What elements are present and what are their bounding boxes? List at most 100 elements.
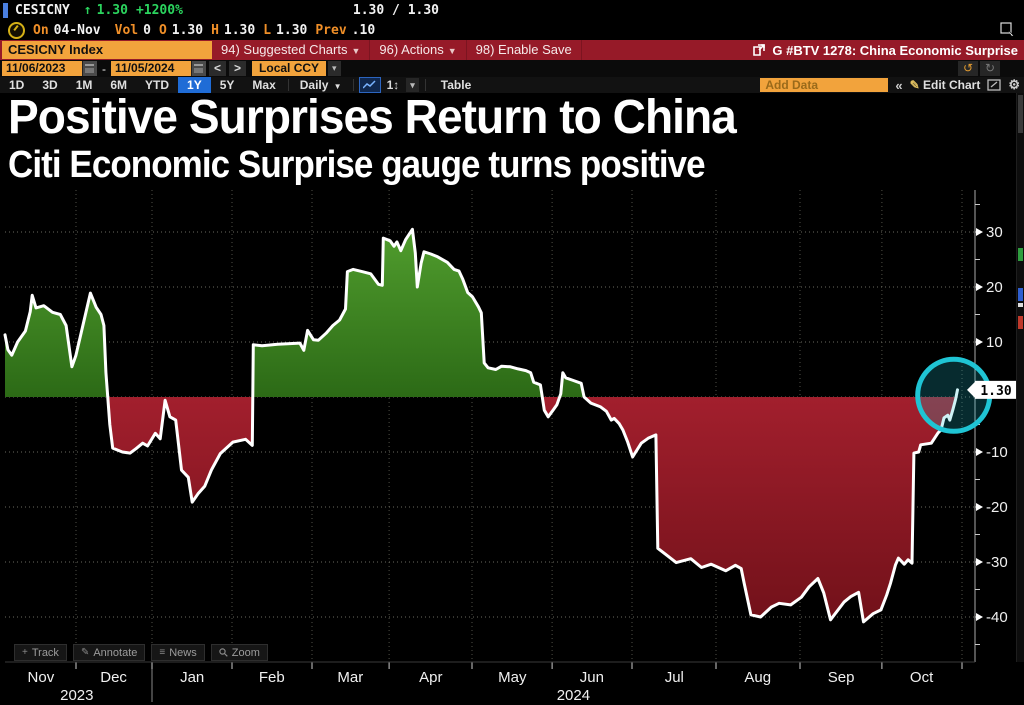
chevron-down-icon[interactable]: ▾ [406,78,419,92]
panel-edge-strip[interactable] [1016,93,1024,662]
start-date-input[interactable] [2,61,82,76]
edit-chart-button[interactable]: ✎ Edit Chart [909,78,981,92]
prev-range-button[interactable]: < [209,61,227,76]
add-data-input[interactable] [760,78,889,92]
chart-headline: Positive Surprises Return to China [8,91,737,144]
open-value: 1.30 [171,23,204,38]
svg-text:May: May [498,669,527,686]
gauge-icon [8,22,25,39]
redo-button[interactable]: ↻ [980,61,1000,76]
edge-marker-red [1018,316,1023,329]
gear-icon[interactable]: ⚙ [1008,77,1020,92]
vol-label: Vol [114,23,139,38]
period-3d[interactable]: 3D [42,78,58,92]
menu-suggested-charts[interactable]: 94) Suggested Charts ▼ [212,40,371,60]
calendar-icon[interactable] [191,61,206,76]
up-arrow-icon: ↑ [83,3,92,18]
svg-text:-10: -10 [986,444,1008,461]
mouse-cursor-icon [1000,22,1015,38]
chevron-down-icon: ▼ [331,82,342,91]
change-percent: +1200% [135,3,183,18]
svg-text:2024: 2024 [557,687,590,704]
chart-subheadline: Citi Economic Surprise gauge turns posit… [8,144,706,186]
currency-select[interactable]: Local CCY [252,61,327,76]
collapse-button[interactable]: « [895,77,903,93]
menu-actions[interactable]: 96) Actions ▼ [370,40,467,60]
chevron-down-icon: ▼ [447,46,457,56]
prev-value: .10 [351,23,376,38]
prev-label: Prev [315,23,347,38]
menu-enable-save[interactable]: 98) Enable Save [467,40,582,60]
news-button[interactable]: ≡ News [151,644,205,661]
undo-button[interactable]: ↺ [958,61,978,76]
period-5y[interactable]: 5Y [219,78,235,92]
chevron-down-icon[interactable]: ▾ [328,61,341,76]
period-1y-selected[interactable]: 1Y [178,77,211,93]
calendar-icon[interactable] [82,61,97,76]
period-1m[interactable]: 1M [75,78,93,92]
on-label: On [33,23,49,38]
svg-text:Jul: Jul [665,669,684,686]
chart-plot[interactable]: 30 20 10 -10 -20 -30 -40 Nov Dec Jan Feb Mar Apr May J… [0,190,1024,705]
vol-value: 0 [143,23,151,38]
scroll-thumb[interactable] [1018,95,1023,133]
divider [352,79,354,91]
divider [287,79,289,91]
svg-text:Mar: Mar [337,669,363,686]
range-separator: - [102,61,106,76]
pencil-icon: ✎ [909,78,920,92]
svg-text:-40: -40 [986,609,1008,626]
frequency-select[interactable]: Daily ▼ [299,78,342,92]
svg-text:Jun: Jun [580,669,604,686]
svg-text:-30: -30 [986,554,1008,571]
svg-text:30: 30 [986,224,1003,241]
pencil-icon: ✎ [80,647,90,658]
svg-text:1.30: 1.30 [980,384,1011,399]
line-chart-type-icon[interactable] [358,77,381,93]
high-label: H [211,23,219,38]
ticker[interactable]: CESICNY [15,3,70,18]
edit-panel-icon[interactable] [987,79,1001,91]
session-date: 04-Nov [53,23,101,38]
crosshair-icon: + [22,647,28,658]
edge-marker-green [1018,248,1023,261]
end-date-input[interactable] [111,61,191,76]
period-max[interactable]: Max [252,78,276,92]
low-label: L [263,23,272,38]
svg-text:Dec: Dec [100,669,127,686]
period-ytd[interactable]: YTD [145,78,170,92]
last-price: 1.30 [96,3,128,18]
period-6m[interactable]: 6M [110,78,128,92]
low-value: 1.30 [276,23,308,38]
edge-marker-blue [1018,288,1023,301]
security-field[interactable]: CESICNY Index [2,41,212,59]
chart-reference: G #BTV 1278: China Economic Surprise [772,42,1018,58]
next-range-button[interactable]: > [229,61,247,76]
magnifier-icon [219,648,228,657]
svg-text:Feb: Feb [259,669,285,686]
zoom-button[interactable]: Zoom [210,644,268,661]
svg-text:Apr: Apr [419,669,442,686]
svg-text:2023: 2023 [60,687,93,704]
svg-text:Nov: Nov [28,669,55,686]
high-value: 1.30 [223,23,256,38]
open-label: O [158,23,167,38]
axis-count-toggle[interactable]: 1↕ [386,78,400,92]
svg-text:-20: -20 [986,499,1008,516]
svg-text:20: 20 [986,279,1003,296]
export-icon[interactable] [752,43,766,57]
svg-text:Jan: Jan [180,669,204,686]
svg-text:Aug: Aug [744,669,771,686]
bid-ask: 1.30 / 1.30 [352,3,439,18]
news-lines-icon: ≡ [159,647,166,658]
security-indicator-bar [3,3,8,18]
edge-marker-white [1018,303,1023,307]
period-1d[interactable]: 1D [9,78,25,92]
track-button[interactable]: + Track [14,644,67,661]
svg-text:10: 10 [986,334,1003,351]
economic-surprise-area-chart[interactable]: 30 20 10 -10 -20 -30 -40 Nov Dec Jan Feb Mar Apr May J… [0,190,1024,705]
svg-text:Sep: Sep [828,669,855,686]
annotate-button[interactable]: ✎ Annotate [72,644,146,661]
table-button[interactable]: Table [440,78,472,92]
divider [424,79,426,91]
